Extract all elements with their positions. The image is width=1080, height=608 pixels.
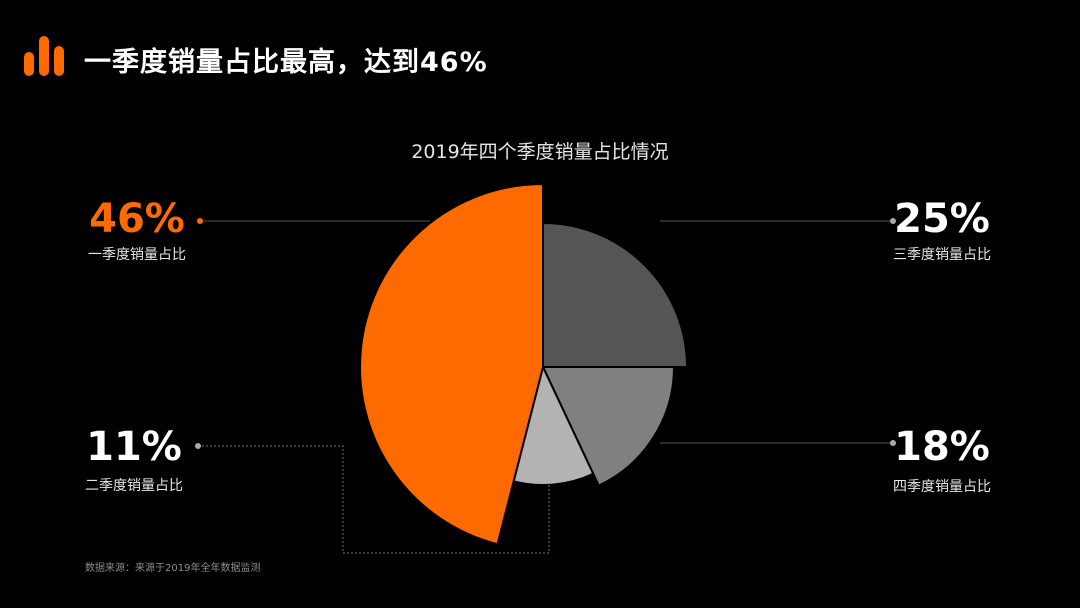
slice-value-label-1: 25% — [894, 196, 990, 242]
logo-bar-2 — [39, 36, 49, 76]
leader-dot-3 — [195, 443, 201, 449]
pie-slice-3 — [512, 364, 595, 486]
leader-dot-0 — [197, 218, 203, 224]
pie-slice-0 — [359, 182, 544, 546]
slice-caption-2: 四季度销量占比 — [893, 479, 991, 495]
slice-value-label-2: 18% — [894, 424, 990, 470]
pie-slice-1 — [542, 221, 689, 368]
page-title: 一季度销量占比最高，达到46% — [84, 47, 488, 78]
slice-value-label-3: 11% — [86, 424, 182, 470]
logo-bar-1 — [24, 52, 34, 76]
slice-caption-1: 三季度销量占比 — [893, 247, 991, 263]
leader-dot-2 — [890, 440, 896, 446]
leader-line-3 — [198, 445, 550, 554]
bar-logo-icon — [24, 36, 64, 76]
slice-value-label-0: 46% — [89, 196, 185, 242]
leader-dot-1 — [890, 218, 896, 224]
slice-caption-3: 二季度销量占比 — [85, 478, 183, 494]
pie-slice-2 — [541, 366, 676, 487]
slice-caption-0: 一季度销量占比 — [88, 247, 186, 263]
chart-title: 2019年四个季度销量占比情况 — [411, 141, 668, 163]
logo-bar-3 — [54, 46, 64, 76]
data-source-note: 数据来源：来源于2019年全年数据监测 — [85, 563, 261, 574]
